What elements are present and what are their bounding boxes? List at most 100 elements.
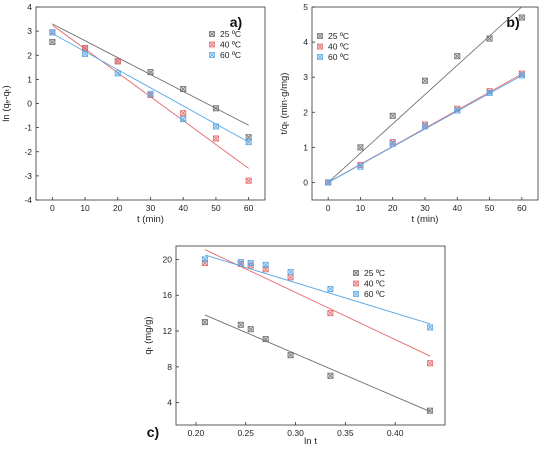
data-point	[427, 407, 434, 414]
y-tick-label: 2	[303, 107, 308, 117]
data-point	[49, 29, 56, 36]
marker-cross	[357, 144, 364, 151]
legend-marker	[209, 41, 215, 48]
y-axis-label: qₜ (mg/g)	[143, 316, 154, 354]
data-point	[114, 58, 121, 65]
x-tick-label: 30	[146, 203, 156, 213]
x-tick-label: 20	[113, 203, 123, 213]
data-point	[212, 135, 219, 142]
data-point	[427, 360, 434, 367]
y-tick-label: -1	[24, 123, 32, 133]
data-point	[237, 259, 244, 266]
data-point	[147, 69, 154, 76]
marker-cross	[422, 77, 428, 84]
marker-cross	[262, 336, 269, 342]
data-point	[201, 256, 208, 263]
y-tick-label: 16	[163, 290, 173, 300]
y-tick-label: 8	[167, 362, 172, 372]
data-point	[247, 260, 254, 267]
y-tick-label: 1	[27, 74, 32, 84]
y-tick-label: 1	[303, 142, 308, 152]
x-axis-label: ln t	[304, 436, 317, 447]
x-tick-label: 40	[453, 203, 463, 213]
data-point	[49, 38, 56, 45]
fit-line-1	[204, 314, 431, 412]
x-tick-label: 50	[485, 203, 495, 213]
marker-cross	[427, 324, 433, 331]
marker-cross	[213, 123, 219, 130]
data-point	[212, 123, 219, 130]
marker-cross	[180, 86, 187, 92]
marker-cross	[389, 112, 396, 119]
panel-a-pseudo-first-order: 0 10 20 30 40 50 60 -4 -3 -2 -1 0 1 2 3 4 t (min) ln (qₑ-…	[1, 2, 266, 225]
marker-cross	[353, 291, 359, 297]
y-tick-label: 4	[27, 2, 32, 12]
data-point	[245, 177, 252, 184]
legend-marker	[317, 54, 323, 60]
data-point	[180, 116, 187, 123]
legend-label: 40 ºC	[364, 279, 385, 289]
legend-label: 40 ºC	[220, 40, 241, 50]
marker-cross	[389, 139, 396, 145]
marker-cross	[245, 177, 252, 184]
marker-cross	[262, 261, 269, 268]
y-tick-label: 2	[27, 50, 32, 60]
marker-cross	[486, 88, 493, 95]
legend-label: 60 ºC	[364, 289, 385, 299]
y-tick-label: 3	[303, 72, 308, 82]
marker-cross	[317, 43, 323, 50]
x-tick-label: 0	[50, 203, 55, 213]
marker-cross	[209, 41, 215, 48]
legend-marker	[353, 280, 359, 287]
data-point	[327, 285, 334, 292]
marker-cross	[180, 110, 187, 116]
data-point	[421, 123, 428, 130]
marker-cross	[327, 286, 334, 292]
x-tick-label: 0.25	[237, 428, 254, 438]
marker-cross	[245, 134, 252, 141]
data-point	[82, 51, 89, 58]
data-point	[82, 45, 89, 52]
marker-cross	[519, 14, 525, 21]
marker-cross	[49, 29, 56, 36]
data-point	[325, 179, 332, 186]
marker-cross	[454, 53, 461, 59]
marker-cross	[147, 91, 154, 97]
legend-label: 60 ºC	[328, 52, 349, 62]
data-point	[287, 274, 294, 281]
legend-label: 60 ºC	[220, 50, 241, 60]
panel-b-pseudo-second-order: 0 10 20 30 40 50 60 0 1 2 3 4 5 t (min) t/qₜ (min·g/mg…	[279, 2, 539, 225]
data-point	[327, 372, 334, 379]
data-point	[245, 139, 252, 146]
legend-label: 40 ºC	[328, 42, 349, 52]
y-tick-label: 12	[163, 326, 173, 336]
data-point	[212, 105, 219, 112]
marker-cross	[327, 310, 334, 316]
x-tick-label: 0.35	[337, 428, 354, 438]
data-point	[287, 352, 294, 359]
marker-cross	[202, 319, 208, 325]
data-point	[247, 326, 254, 333]
panel-label: b)	[506, 14, 519, 30]
y-tick-label: -4	[24, 195, 32, 205]
marker-cross	[427, 407, 433, 414]
x-tick-label: 40	[178, 203, 188, 213]
marker-cross	[287, 352, 294, 359]
data-point	[454, 107, 461, 114]
panel-label: c)	[147, 424, 159, 440]
data-point	[262, 261, 269, 268]
legend-marker	[317, 33, 323, 39]
marker-cross	[422, 123, 428, 130]
marker-cross	[202, 256, 208, 263]
x-tick-label: 0.30	[287, 428, 304, 438]
data-point	[454, 53, 461, 60]
legend-marker	[209, 52, 215, 58]
marker-cross	[486, 35, 493, 42]
y-tick-label: 4	[303, 37, 308, 47]
x-tick-label: 30	[420, 203, 430, 213]
plot-frame	[175, 245, 446, 426]
data-point	[245, 134, 252, 141]
x-tick-label: 0.20	[188, 428, 205, 438]
x-tick-label: 0	[326, 203, 331, 213]
y-tick-label: -3	[24, 171, 32, 181]
